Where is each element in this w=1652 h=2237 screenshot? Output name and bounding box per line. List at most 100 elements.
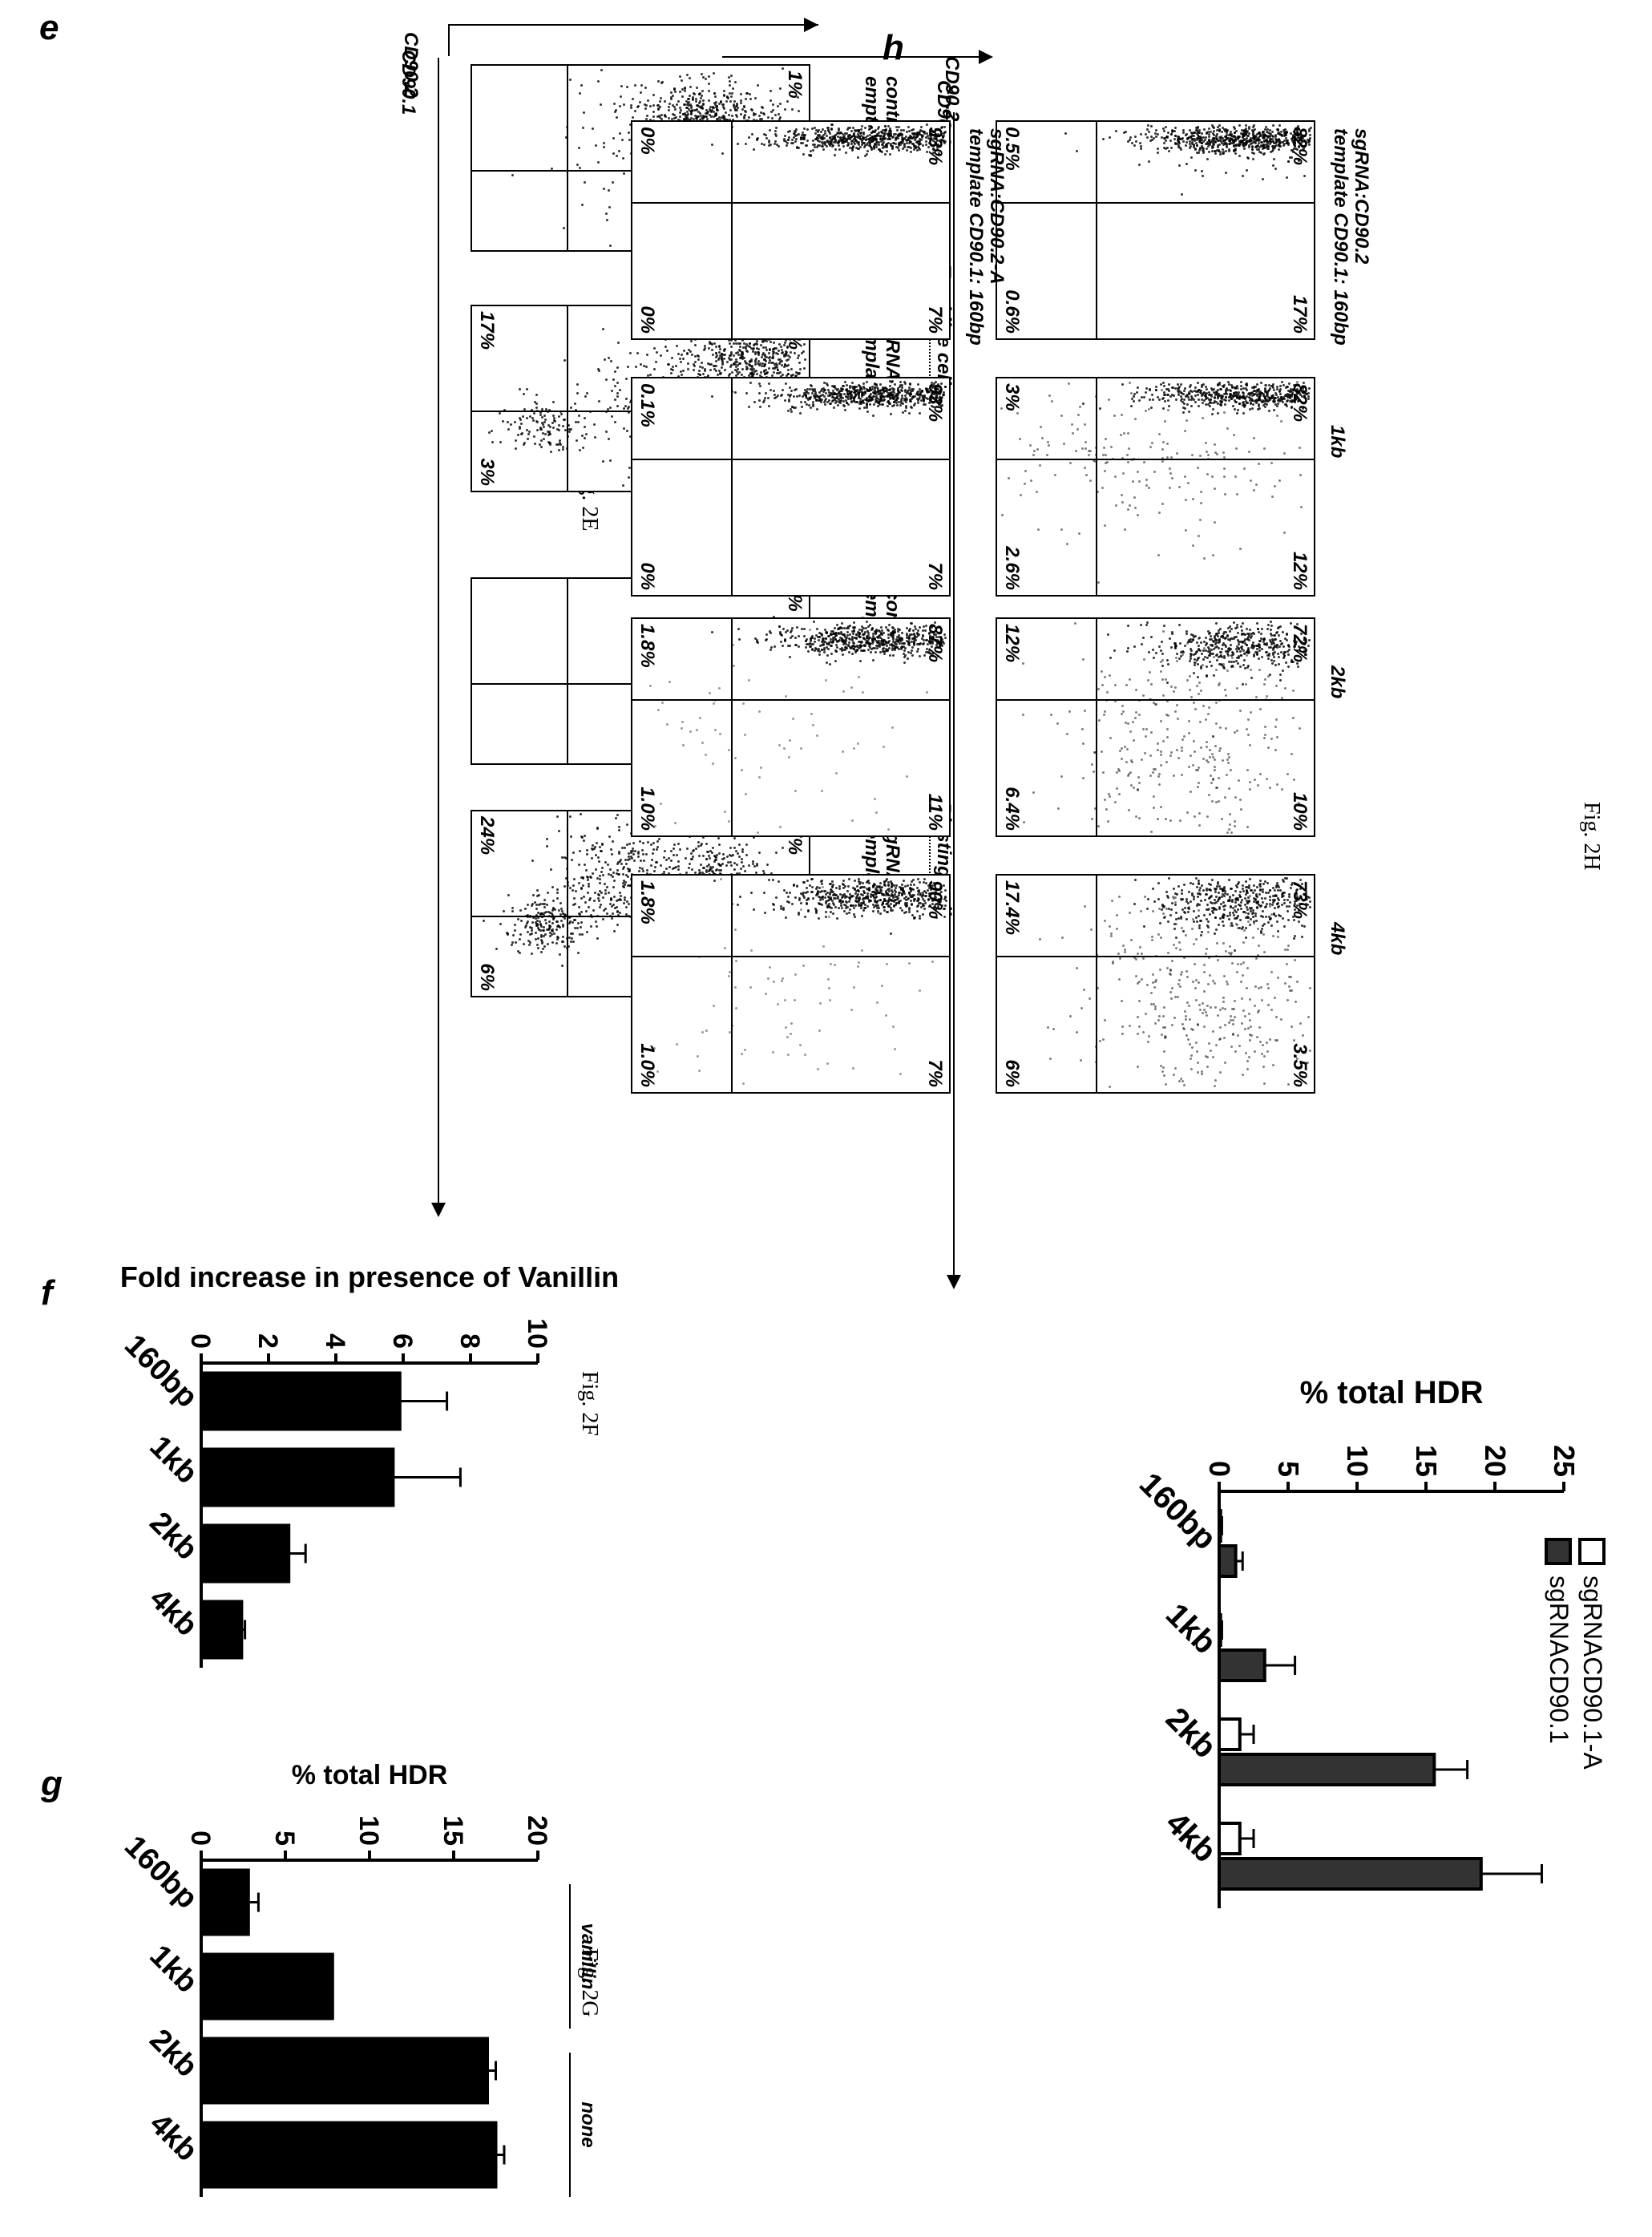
- event-dot: [686, 352, 689, 354]
- event-dot: [674, 108, 677, 111]
- event-dot: [704, 370, 706, 372]
- axis-y-line-e: [438, 58, 439, 1212]
- event-dot: [670, 91, 673, 94]
- event-dot: [616, 366, 619, 369]
- event-dot: [701, 362, 703, 364]
- event-dot: [720, 101, 722, 103]
- event-dot: [684, 103, 686, 106]
- event-dot: [729, 342, 731, 345]
- event-dot: [679, 91, 681, 93]
- event-dot: [709, 369, 712, 371]
- event-dot: [688, 98, 690, 100]
- event-dot: [715, 346, 717, 348]
- event-dot: [728, 76, 730, 79]
- event-dot: [671, 357, 673, 359]
- event-dot: [757, 348, 760, 350]
- event-dot: [765, 349, 768, 351]
- event-dot: [751, 109, 753, 111]
- event-dot: [576, 383, 579, 386]
- event-dot: [769, 352, 771, 354]
- event-dot: [731, 115, 733, 117]
- event-dot: [616, 116, 618, 119]
- event-dot: [761, 362, 764, 365]
- event-dot: [729, 109, 732, 111]
- event-dot: [732, 87, 734, 90]
- event-dot: [745, 111, 747, 113]
- event-dot: [603, 146, 605, 148]
- event-dot: [786, 365, 788, 367]
- event-dot: [613, 103, 616, 105]
- event-dot: [612, 152, 615, 155]
- event-dot: [603, 188, 605, 190]
- event-dot: [740, 99, 742, 102]
- event-dot: [756, 340, 758, 342]
- event-dot: [702, 76, 705, 79]
- event-dot: [632, 116, 634, 119]
- event-dot: [769, 99, 772, 102]
- event-dot: [608, 206, 611, 208]
- event-dot: [768, 367, 770, 370]
- event-dot: [657, 108, 660, 111]
- event-dot: [798, 354, 800, 357]
- axis-x-arrow-line-e: [450, 24, 818, 26]
- event-dot: [740, 102, 742, 104]
- event-dot: [723, 115, 725, 118]
- event-dot: [779, 87, 782, 90]
- event-dot: [608, 438, 610, 440]
- event-dot: [713, 92, 716, 95]
- event-dot: [782, 67, 784, 70]
- event-dot: [664, 346, 667, 348]
- event-dot: [729, 80, 731, 83]
- event-dot: [632, 98, 634, 100]
- event-dot: [778, 372, 780, 374]
- event-dot: [730, 75, 733, 77]
- event-dot: [761, 354, 764, 356]
- event-dot: [746, 92, 749, 95]
- event-dot: [645, 104, 648, 107]
- event-dot: [757, 84, 759, 87]
- event-dot: [705, 78, 707, 80]
- event-dot: [694, 344, 697, 346]
- event-dot: [772, 109, 774, 111]
- quadrant-tl-percent: 1%: [785, 71, 804, 99]
- event-dot: [511, 174, 514, 176]
- event-dot: [753, 347, 755, 350]
- event-dot: [681, 95, 684, 98]
- event-dot: [644, 87, 647, 89]
- event-dot: [693, 93, 696, 95]
- event-dot: [676, 103, 678, 106]
- event-dot: [605, 212, 608, 215]
- event-dot: [787, 373, 790, 375]
- panel-letter-e: e: [39, 8, 59, 48]
- event-dot: [679, 75, 681, 78]
- event-dot: [787, 369, 790, 371]
- event-dot: [608, 189, 610, 192]
- event-dot: [617, 342, 620, 344]
- event-dot: [672, 95, 674, 97]
- event-dot: [595, 144, 597, 147]
- event-dot: [803, 367, 806, 370]
- event-dot: [797, 357, 799, 359]
- event-dot: [679, 358, 681, 360]
- quadrant-gate-horizontal: [567, 66, 568, 250]
- event-dot: [737, 107, 740, 109]
- event-dot: [668, 103, 671, 105]
- event-dot: [673, 106, 676, 108]
- event-dot: [580, 84, 583, 87]
- event-dot: [740, 113, 742, 115]
- event-dot: [791, 108, 794, 111]
- event-dot: [713, 115, 715, 118]
- event-dot: [681, 79, 683, 82]
- event-dot: [725, 111, 727, 114]
- axis-x-arrowhead-e: [804, 18, 818, 32]
- event-dot: [715, 112, 717, 115]
- event-dot: [597, 80, 600, 83]
- event-dot: [581, 204, 584, 206]
- event-dot: [695, 100, 697, 103]
- event-dot: [623, 172, 625, 175]
- event-dot: [804, 358, 806, 361]
- event-dot: [597, 161, 600, 164]
- event-dot: [690, 112, 693, 115]
- event-dot: [696, 87, 698, 89]
